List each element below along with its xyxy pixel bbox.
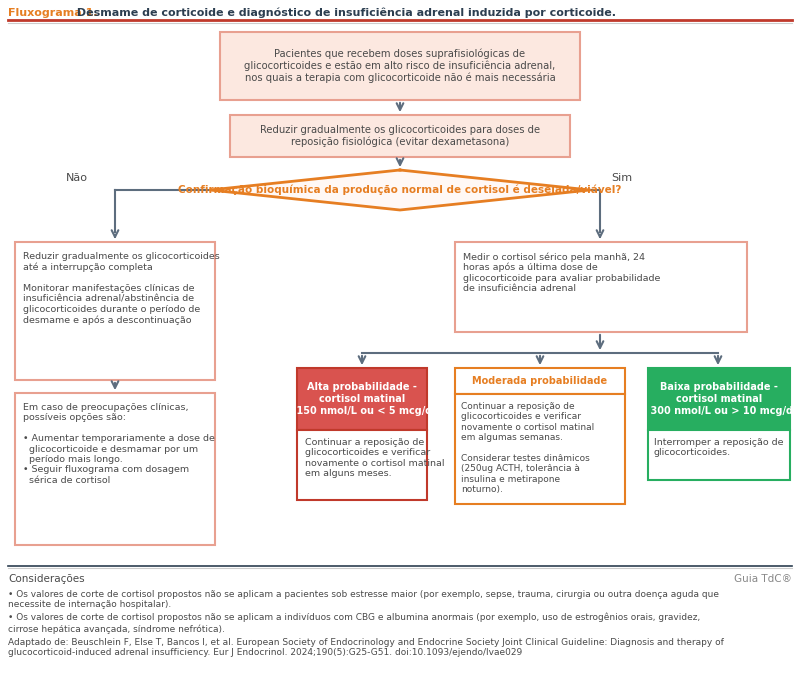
Text: Medir o cortisol sérico pela manhã, 24
horas após a última dose de
glicocorticoi: Medir o cortisol sérico pela manhã, 24 h… <box>463 252 660 294</box>
Bar <box>455 242 747 332</box>
Bar <box>297 368 427 430</box>
Bar <box>455 368 625 394</box>
Bar <box>297 430 427 500</box>
Bar <box>455 394 625 504</box>
Text: Moderada probabilidade: Moderada probabilidade <box>473 376 607 386</box>
Text: Fluxograma 1.: Fluxograma 1. <box>8 8 98 18</box>
Text: Não: Não <box>66 173 88 183</box>
Text: Em caso de preocupações clínicas,
possíveis opções são:

• Aumentar temporariame: Em caso de preocupações clínicas, possív… <box>23 403 215 485</box>
Text: Reduzir gradualmente os glicocorticoides
até a interrupção completa

Monitorar m: Reduzir gradualmente os glicocorticoides… <box>23 252 220 325</box>
Bar <box>220 32 580 100</box>
Text: Guia TdC®: Guia TdC® <box>734 574 792 584</box>
Bar <box>15 393 215 545</box>
Text: Adaptado de: Beuschlein F, Else T, Bancos I, et al. European Society of Endocrin: Adaptado de: Beuschlein F, Else T, Banco… <box>8 638 724 657</box>
Text: Reduzir gradualmente os glicocorticoides para doses de
reposição fisiológica (ev: Reduzir gradualmente os glicocorticoides… <box>260 125 540 147</box>
Bar <box>230 115 570 157</box>
Text: Sim: Sim <box>611 173 633 183</box>
Text: Alta probabilidade -
cortisol matinal
< 150 nmol/L ou < 5 mcg/dL: Alta probabilidade - cortisol matinal < … <box>286 382 438 415</box>
Text: Desmame de corticoide e diagnóstico de insuficiência adrenal induzida por cortic: Desmame de corticoide e diagnóstico de i… <box>73 8 616 19</box>
Text: Interromper a reposição de
glicocorticoides.: Interromper a reposição de glicocorticoi… <box>654 438 783 457</box>
Text: Confirmação bioquímica da produção normal de cortisol é desejada/viável?: Confirmação bioquímica da produção norma… <box>178 185 622 195</box>
Bar <box>15 242 215 380</box>
Bar <box>648 368 790 430</box>
Text: • Os valores de corte de cortisol propostos não se aplicam a indivíduos com CBG : • Os valores de corte de cortisol propos… <box>8 613 700 633</box>
Text: Baixa probabilidade -
cortisol matinal
> 300 nmol/L ou > 10 mcg/dL: Baixa probabilidade - cortisol matinal >… <box>639 382 799 415</box>
Text: Continuar a reposição de
glicocorticoides e verificar
novamente o cortisol matin: Continuar a reposição de glicocorticoide… <box>461 402 594 494</box>
Text: • Os valores de corte de cortisol propostos não se aplicam a pacientes sob estre: • Os valores de corte de cortisol propos… <box>8 590 719 609</box>
Bar <box>648 430 790 480</box>
Text: Pacientes que recebem doses suprafisiológicas de
glicocorticoides e estão em alt: Pacientes que recebem doses suprafisioló… <box>244 48 556 83</box>
Polygon shape <box>210 170 590 210</box>
Text: Continuar a reposição de
glicocorticoides e verificar
novamente o cortisol matin: Continuar a reposição de glicocorticoide… <box>305 438 445 478</box>
Text: Considerações: Considerações <box>8 574 85 584</box>
